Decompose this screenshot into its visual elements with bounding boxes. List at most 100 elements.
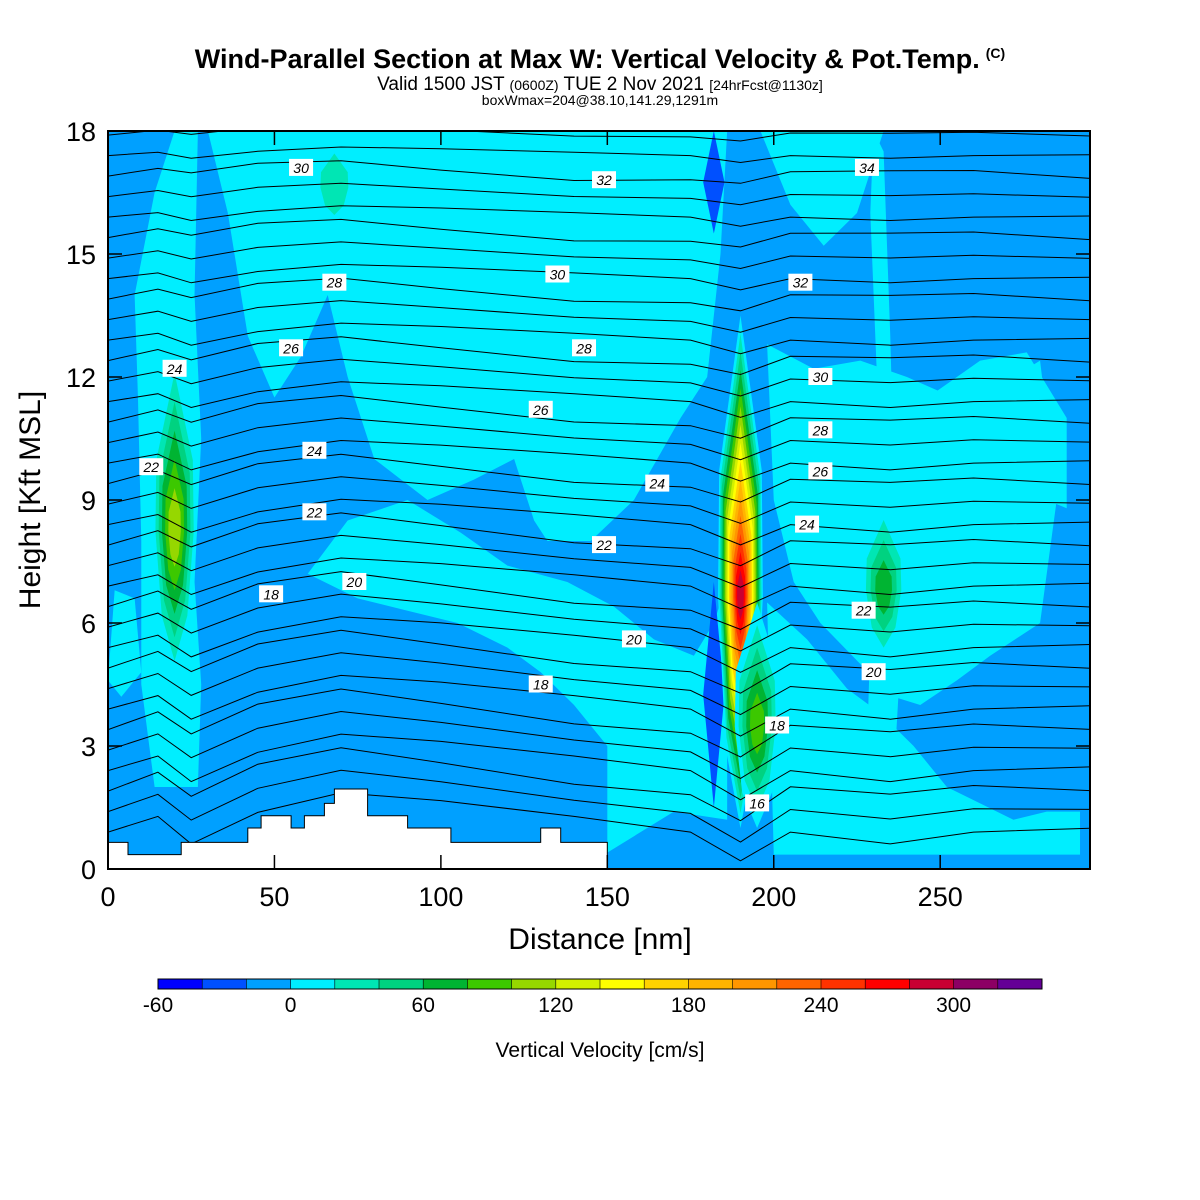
contour-label-text: 30 [813, 369, 829, 385]
contour-label-bg [279, 339, 304, 357]
contour-label: 30 [808, 368, 833, 385]
colorbar-swatch [776, 979, 822, 989]
updraft-core [875, 560, 893, 615]
contour-label-bg [528, 400, 553, 418]
contour-label-bg [545, 265, 570, 283]
contour-label: 22 [139, 458, 164, 476]
colorbar-swatch [909, 979, 955, 989]
colorbar-swatch [555, 979, 601, 989]
valid-date: TUE 2 Nov 2021 [563, 74, 704, 95]
theta-contour-line [108, 534, 1090, 588]
contour-label-text: 20 [865, 664, 882, 680]
theta-contour-line [108, 557, 1090, 610]
theta-contour-line [108, 394, 1090, 439]
contour-label-bg [788, 273, 813, 291]
theta-contour-line [108, 769, 1090, 843]
theta-contour-line [108, 710, 1090, 779]
theta-contour-line [108, 616, 1090, 673]
contour-label: 18 [528, 675, 553, 693]
updraft-core [750, 692, 765, 755]
contour-label: 32 [591, 171, 616, 189]
colorbar-swatch [158, 979, 203, 989]
downdraft-core [703, 582, 725, 808]
contour-label: 24 [645, 474, 670, 492]
contour-label: 20 [621, 630, 646, 648]
colorbar-swatch [511, 979, 557, 989]
valid-utc: (0600Z) [509, 77, 559, 93]
contour-label-text: 24 [648, 476, 665, 492]
contour-label-bg [621, 630, 646, 648]
axes: 0 50 100 150 200 250 0 3 6 9 12 15 18 [66, 117, 1090, 912]
contour-label: 22 [302, 503, 327, 521]
theta-contour-line [108, 439, 1090, 482]
weak-updraft-region [307, 500, 728, 853]
contour-label-bg [572, 339, 597, 357]
theta-contour-line [108, 512, 1090, 567]
weak-updraft-region [440, 131, 701, 189]
contour-label-bg [259, 585, 284, 603]
theta-contour-line [108, 358, 1090, 397]
theta-contour-line [108, 205, 1090, 227]
colorbar-swatch [600, 979, 645, 989]
terrain-profile [107, 788, 608, 870]
copyright-mark: (C) [985, 45, 1006, 61]
contour-label-text: 34 [859, 160, 875, 176]
contour-label-text: 26 [282, 340, 299, 356]
colorbar-swatch [953, 979, 999, 989]
contour-label-text: 32 [596, 172, 612, 188]
theta-contour-line [108, 733, 1090, 801]
y-tick-label: 0 [81, 855, 96, 885]
contour-label-text: 18 [263, 586, 279, 602]
y-tick-label: 12 [66, 363, 96, 393]
contour-labels: 30 32 34 28 30 32 24 26 28 30 26 28 22 24 26 24 22 24 22 20… [139, 158, 886, 812]
colorbar-tick-label: 240 [803, 994, 838, 1017]
contour-label: 26 [528, 400, 553, 418]
x-tick-label: 150 [585, 882, 630, 912]
contour-label-bg [765, 716, 790, 734]
y-tick-label: 9 [81, 486, 96, 516]
contour-label-text: 20 [625, 631, 642, 647]
contour-label: 28 [808, 421, 833, 439]
theta-contour-line [108, 263, 1090, 291]
downdraft-core [703, 131, 725, 234]
y-tick-label: 6 [81, 609, 96, 639]
theta-contour-line [108, 571, 1090, 630]
colorbar-tick-label: 120 [538, 994, 573, 1017]
theta-contour-line [108, 146, 1090, 164]
contour-label-bg [342, 573, 367, 590]
chart-title: Wind-Parallel Section at Max W: Vertical… [0, 44, 1200, 75]
contour-label: 30 [289, 158, 314, 176]
contour-label-bg [861, 663, 886, 681]
contour-label: 22 [851, 601, 876, 619]
contour-label-bg [302, 441, 327, 459]
colorbar-swatch [732, 979, 778, 989]
contour-label-text: 18 [533, 677, 549, 693]
theta-contour-line [108, 336, 1090, 376]
x-tick-label: 0 [100, 882, 115, 912]
contour-label: 22 [591, 536, 616, 554]
contour-label-bg [591, 171, 616, 189]
velocity-field [108, 131, 1090, 869]
theta-contour-line [108, 381, 1090, 418]
y-tick-label: 18 [66, 117, 96, 147]
forecast-info: [24hrFcst@1130z] [709, 77, 823, 93]
contour-label-text: 24 [798, 517, 815, 533]
contour-label-bg [162, 359, 187, 377]
contour-label: 24 [302, 441, 327, 459]
colorbar-swatch [821, 979, 866, 989]
contour-label-text: 30 [293, 160, 309, 176]
colorbar-swatch [290, 979, 336, 989]
updraft-core [168, 488, 181, 567]
contour-label: 18 [259, 585, 284, 603]
colorbar-swatch [246, 979, 292, 989]
contour-label: 26 [808, 462, 833, 480]
theta-contour-line [108, 593, 1090, 652]
colorbar-frame [157, 978, 1043, 990]
chart-title-text: Wind-Parallel Section at Max W: Vertical… [194, 44, 980, 74]
colorbar-swatch [379, 979, 424, 989]
contour-label-bg [139, 458, 164, 476]
colorbar-swatch [202, 979, 247, 989]
contour-label: 28 [322, 273, 347, 291]
x-tick-label: 50 [259, 882, 289, 912]
contour-label-text: 22 [142, 459, 159, 475]
